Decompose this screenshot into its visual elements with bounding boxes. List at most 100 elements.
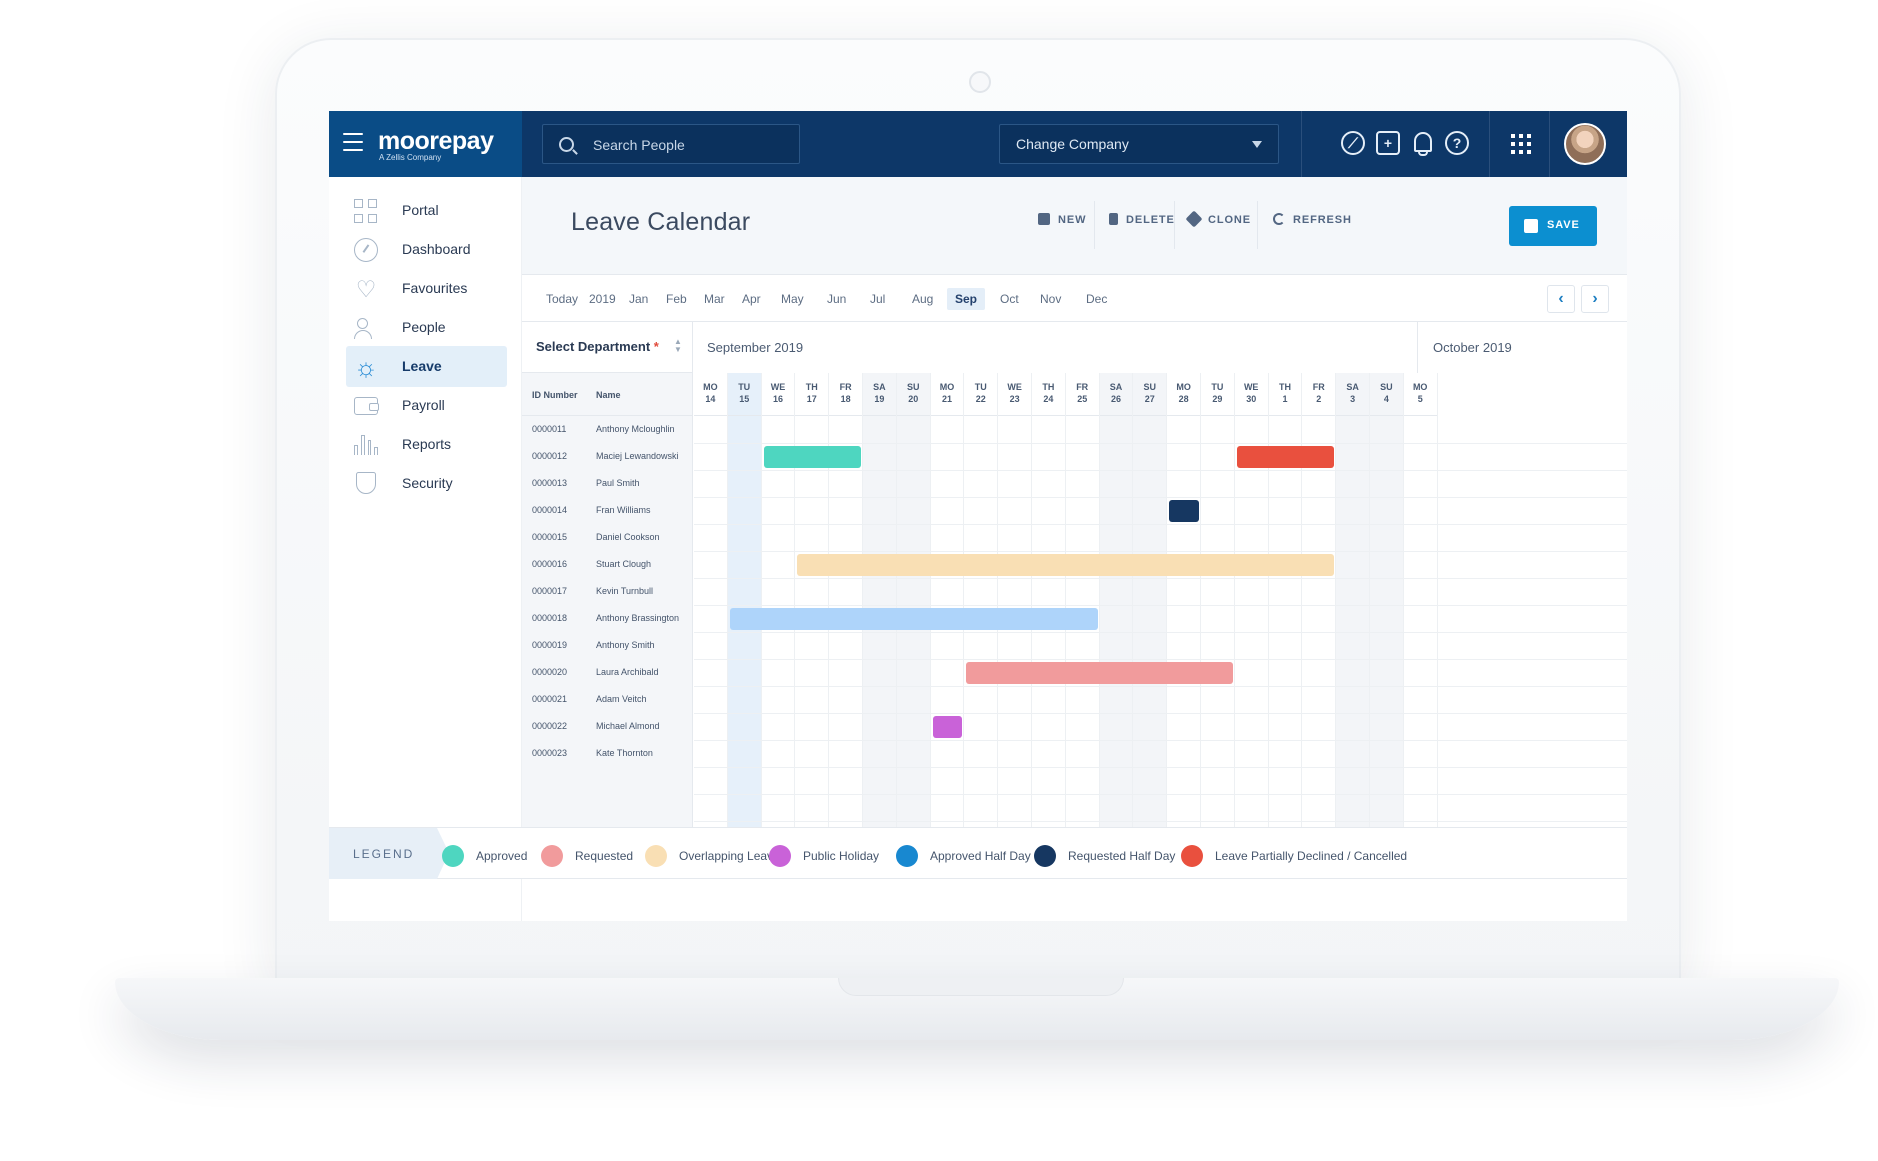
day-number: 17 xyxy=(806,394,817,404)
table-row[interactable]: 0000022 Michael Almond xyxy=(522,713,692,740)
day-column[interactable]: FR 25 xyxy=(1065,373,1100,827)
divider xyxy=(1301,111,1302,177)
change-company-label: Change Company xyxy=(1016,136,1129,152)
period-aug[interactable]: Aug xyxy=(912,292,934,306)
period-sep[interactable]: Sep xyxy=(947,288,986,310)
period-jun[interactable]: Jun xyxy=(827,292,847,306)
brand-logo[interactable]: moorepay xyxy=(378,127,494,155)
sidebar-item-payroll[interactable]: Payroll xyxy=(346,385,507,426)
period-jan[interactable]: Jan xyxy=(629,292,649,306)
day-column[interactable]: TH 1 xyxy=(1268,373,1303,827)
sidebar-item-label: Reports xyxy=(402,436,452,452)
table-row[interactable]: 0000013 Paul Smith xyxy=(522,470,692,497)
table-row[interactable]: 0000012 Maciej Lewandowski xyxy=(522,443,692,470)
clone-button[interactable]: CLONE xyxy=(1185,210,1251,237)
table-row[interactable]: 0000011 Anthony Mcloughlin xyxy=(522,416,692,443)
table-row[interactable]: 0000023 Kate Thornton xyxy=(522,740,692,767)
sidebar-item-leave[interactable]: ☼ Leave xyxy=(346,346,507,387)
leave-bar[interactable] xyxy=(932,715,963,738)
period-dec[interactable]: Dec xyxy=(1086,292,1108,306)
sidebar-item-security[interactable]: Security xyxy=(346,463,507,504)
day-column[interactable]: SU 20 xyxy=(896,373,931,827)
help-icon[interactable]: ? xyxy=(1445,131,1469,155)
day-column[interactable]: SA 19 xyxy=(863,373,897,827)
day-column[interactable]: TU 22 xyxy=(964,373,999,827)
day-column[interactable]: MO 14 xyxy=(694,373,728,827)
period-jul[interactable]: Jul xyxy=(870,292,886,306)
table-row[interactable]: 0000018 Anthony Brassington xyxy=(522,605,692,632)
table-row[interactable]: 0000020 Laura Archibald xyxy=(522,659,692,686)
day-column[interactable]: WE 23 xyxy=(998,373,1032,827)
leave-bar[interactable] xyxy=(729,607,1098,630)
refresh-button[interactable]: REFRESH xyxy=(1273,213,1352,237)
period-mar[interactable]: Mar xyxy=(704,292,725,306)
leave-bar[interactable] xyxy=(797,553,1335,576)
save-button[interactable]: SAVE xyxy=(1509,206,1597,246)
day-column[interactable]: TH 24 xyxy=(1032,373,1066,827)
day-column[interactable]: SU 27 xyxy=(1133,373,1168,827)
id-column-header: ID Number xyxy=(532,390,578,400)
day-column[interactable]: TU 29 xyxy=(1201,373,1235,827)
new-button[interactable]: NEW xyxy=(1038,213,1086,237)
sidebar-item-reports[interactable]: Reports xyxy=(346,424,507,465)
day-column[interactable]: SA 26 xyxy=(1099,373,1134,827)
sidebar-item-favourites[interactable]: ♡ Favourites xyxy=(346,268,507,309)
table-row[interactable]: 0000015 Daniel Cookson xyxy=(522,524,692,551)
day-column[interactable]: FR 2 xyxy=(1302,373,1337,827)
sidebar-item-people[interactable]: People xyxy=(346,307,507,348)
leave-bar[interactable] xyxy=(1236,445,1335,468)
table-row[interactable]: 0000021 Adam Veitch xyxy=(522,686,692,713)
table-row[interactable]: 0000019 Anthony Smith xyxy=(522,632,692,659)
day-column[interactable]: MO 5 xyxy=(1403,373,1438,827)
employee-id: 0000019 xyxy=(532,640,568,650)
leave-bar[interactable] xyxy=(763,445,861,468)
user-avatar[interactable] xyxy=(1564,123,1606,165)
employee-id: 0000012 xyxy=(532,451,568,461)
period-nov[interactable]: Nov xyxy=(1040,292,1062,306)
leave-bar[interactable] xyxy=(1169,499,1199,522)
delete-button[interactable]: DELETE xyxy=(1109,213,1175,237)
leave-bar[interactable] xyxy=(966,661,1233,684)
day-column[interactable]: WE 30 xyxy=(1234,373,1269,827)
day-column[interactable]: MO 28 xyxy=(1167,373,1201,827)
period-feb[interactable]: Feb xyxy=(666,292,687,306)
period-oct[interactable]: Oct xyxy=(1000,292,1019,306)
bell-icon[interactable] xyxy=(1411,130,1433,156)
previous-arrow-icon[interactable]: ‹ xyxy=(1547,285,1575,313)
day-column[interactable]: TU 15 xyxy=(727,373,762,827)
period-2019[interactable]: 2019 xyxy=(589,292,616,306)
day-of-week: SA xyxy=(1109,382,1123,392)
period-today[interactable]: Today xyxy=(546,292,579,306)
apps-grid-icon[interactable] xyxy=(1511,134,1531,154)
plus-square-icon xyxy=(1038,213,1050,225)
row-divider xyxy=(694,686,1627,687)
table-row[interactable]: 0000014 Fran Williams xyxy=(522,497,692,524)
day-column[interactable]: WE 16 xyxy=(761,373,796,827)
day-column[interactable]: MO 21 xyxy=(930,373,965,827)
refresh-icon xyxy=(1273,213,1285,225)
day-header: FR 2 xyxy=(1302,373,1336,416)
table-row[interactable]: 0000016 Stuart Clough xyxy=(522,551,692,578)
period-may[interactable]: May xyxy=(781,292,804,306)
change-company-select[interactable]: Change Company xyxy=(999,124,1279,164)
employee-id: 0000015 xyxy=(532,532,568,542)
sidebar-item-dashboard[interactable]: Dashboard xyxy=(346,229,507,270)
compass-icon[interactable]: ⟋ xyxy=(1341,131,1365,155)
search-box[interactable] xyxy=(542,124,800,164)
table-row[interactable]: 0000017 Kevin Turnbull xyxy=(522,578,692,605)
menu-icon[interactable] xyxy=(343,133,363,155)
add-square-icon[interactable]: + xyxy=(1376,131,1400,155)
next-arrow-icon[interactable]: › xyxy=(1581,285,1609,313)
sidebar-item-portal[interactable]: Portal xyxy=(346,190,507,231)
department-select[interactable]: Select Department * ▲ ▼ xyxy=(522,322,693,373)
period-apr[interactable]: Apr xyxy=(742,292,761,306)
search-input[interactable] xyxy=(593,134,788,156)
day-column[interactable]: SU 4 xyxy=(1370,373,1404,827)
employee-name: Anthony Mcloughlin xyxy=(596,424,675,434)
day-number: 28 xyxy=(1178,394,1189,404)
day-column[interactable]: TH 17 xyxy=(795,373,830,827)
day-column[interactable]: FR 18 xyxy=(829,373,863,827)
day-column[interactable]: SA 3 xyxy=(1336,373,1370,827)
day-header: MO 28 xyxy=(1167,373,1200,416)
day-of-week: FR xyxy=(1312,382,1325,392)
